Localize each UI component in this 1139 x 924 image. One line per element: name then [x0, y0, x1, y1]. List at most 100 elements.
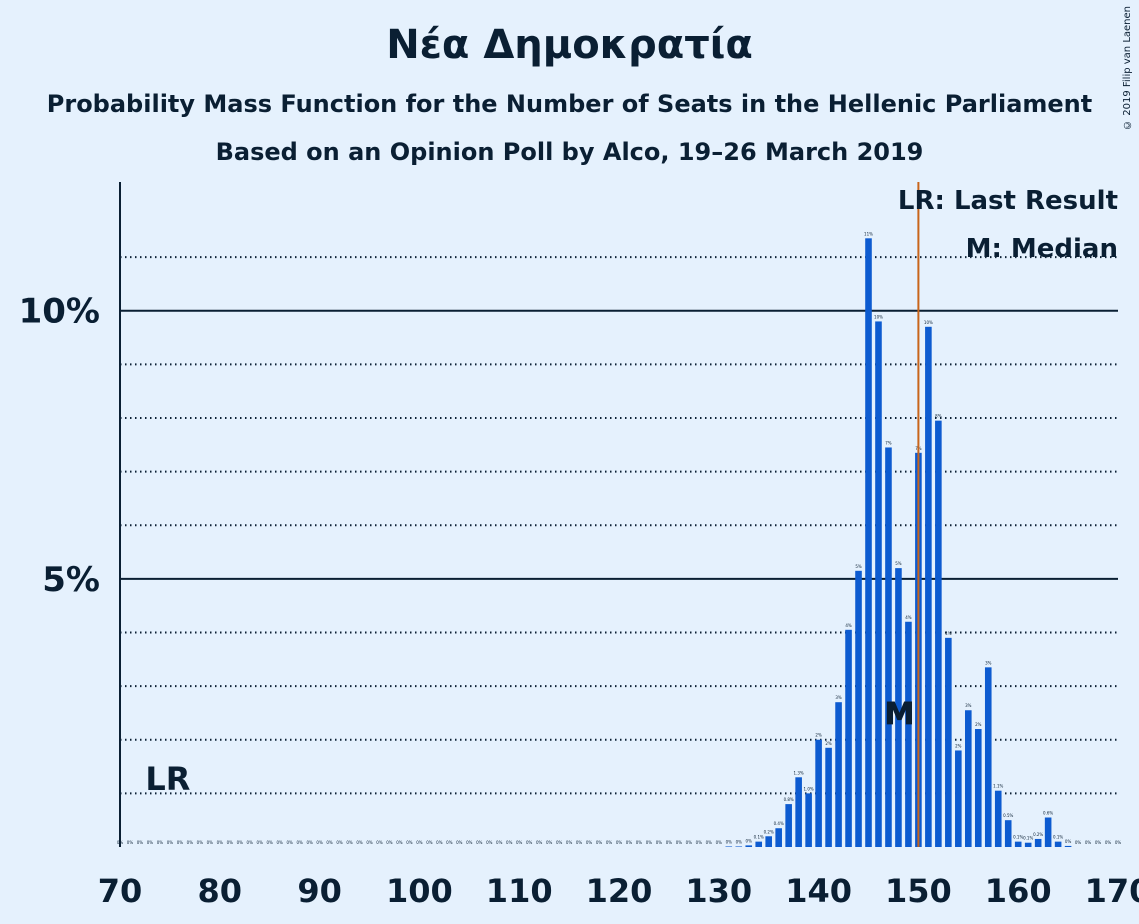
bar-value-label: 0%	[1095, 840, 1102, 845]
legend-last-result: LR: Last Result	[898, 186, 1118, 216]
bar-value-label: 0%	[376, 840, 383, 845]
bar-value-label: 10%	[924, 320, 933, 325]
bar-value-label: 0%	[496, 840, 503, 845]
x-tick-label: 70	[98, 872, 143, 910]
bar-value-label: 0%	[696, 840, 703, 845]
bar-value-label: 0%	[656, 840, 663, 845]
bar-value-label: 0%	[1065, 839, 1072, 844]
bar-value-label: 0%	[666, 840, 673, 845]
bar-value-label: 0%	[406, 840, 413, 845]
bar	[1024, 842, 1032, 847]
bar-value-label: 2%	[955, 743, 962, 748]
bar-value-label: 1.3%	[794, 770, 804, 775]
bar-value-label: 2%	[815, 733, 822, 738]
bar-value-label: 4%	[845, 623, 852, 628]
bar-value-label: 0.1%	[754, 835, 764, 840]
bar-value-label: 0%	[277, 840, 284, 845]
bar-value-label: 8%	[935, 414, 942, 419]
bar	[945, 637, 952, 847]
bar-value-label: 0.2%	[764, 829, 774, 834]
bar-series	[725, 238, 1072, 847]
bar	[875, 321, 882, 847]
bar	[935, 420, 942, 847]
bar-value-label: 1.0%	[804, 786, 814, 791]
bar	[1004, 820, 1012, 847]
bar-value-labels: 0% 0% 0% 0% 0% 0% 0% 0% 0% 0% 0% 0% 0% 0% 0% 0% 0% 0% 0% 0%…	[117, 231, 1122, 845]
bar-value-label: 0.8%	[784, 797, 794, 802]
bar-value-label: 0%	[296, 840, 303, 845]
bar-value-label: 0%	[356, 840, 363, 845]
bar-value-label: 0%	[646, 840, 653, 845]
bar	[1044, 817, 1052, 847]
bar-value-label: 0%	[336, 840, 343, 845]
bar-value-label: 0%	[137, 840, 144, 845]
bar-value-label: 3%	[965, 703, 972, 708]
gridlines	[120, 256, 1118, 795]
bar-value-label: 2%	[975, 722, 982, 727]
y-tick-label: 5%	[42, 560, 100, 600]
bar-value-label: 0%	[716, 840, 723, 845]
bar	[785, 804, 792, 847]
bar-value-label: 0%	[446, 840, 453, 845]
bar-value-label: 0%	[366, 840, 373, 845]
bar	[994, 790, 1002, 847]
bar-value-label: 0%	[286, 840, 293, 845]
bar-value-label: 0%	[686, 840, 693, 845]
chart-title: Νέα Δημοκρατία	[386, 22, 753, 68]
tick-labels: 70 80 90 100 110 120 130 140 150 160 170 5% 10%	[19, 292, 1139, 910]
bar-value-label: 5%	[895, 561, 902, 566]
bar-value-label: 0%	[746, 838, 753, 843]
bar-value-label: 0%	[1085, 840, 1092, 845]
bar-value-label: 0%	[516, 840, 523, 845]
bar-value-label: 0%	[436, 840, 443, 845]
bar-value-label: 0%	[306, 840, 313, 845]
bar-value-label: 0%	[267, 840, 274, 845]
bar	[745, 845, 753, 847]
bar-value-label: 0%	[546, 840, 553, 845]
bar	[845, 629, 852, 847]
bar-value-label: 0%	[526, 840, 533, 845]
x-tick-label: 170	[1085, 872, 1139, 910]
bar-value-label: 0%	[636, 840, 643, 845]
bar-value-label: 0.6%	[1043, 811, 1053, 816]
bar-value-label: 0%	[426, 840, 433, 845]
bar-value-label: 0%	[466, 840, 473, 845]
bar-value-label: 0%	[536, 840, 543, 845]
bar-value-label: 0%	[217, 840, 224, 845]
bar-value-label: 0%	[626, 840, 633, 845]
bar-value-label: 0%	[227, 840, 234, 845]
x-tick-label: 160	[985, 872, 1052, 910]
bar	[765, 836, 772, 847]
bar-value-label: 5%	[855, 564, 862, 569]
bar	[865, 238, 872, 847]
bar-value-label: 0%	[197, 840, 204, 845]
bar-value-label: 7%	[885, 440, 892, 445]
x-tick-label: 90	[297, 872, 342, 910]
x-tick-label: 120	[586, 872, 653, 910]
bar-value-label: 0%	[506, 840, 513, 845]
bar-value-label: 0%	[1105, 840, 1112, 845]
median-marker: M	[885, 697, 915, 732]
bar	[815, 739, 822, 847]
bar-value-label: 3%	[985, 660, 992, 665]
bar-value-label: 2%	[825, 741, 832, 746]
bar-value-label: 0%	[706, 840, 713, 845]
bar-value-label: 0%	[556, 840, 563, 845]
bar	[725, 846, 733, 847]
bar	[974, 729, 982, 847]
bar	[905, 621, 912, 847]
bar-value-label: 10%	[874, 314, 883, 319]
bar	[825, 747, 832, 847]
x-tick-label: 100	[386, 872, 453, 910]
bar-value-label: 0%	[486, 840, 493, 845]
bar-value-label: 0%	[326, 840, 333, 845]
bar-value-label: 0%	[237, 840, 244, 845]
bar	[805, 793, 812, 847]
bar-value-label: 3%	[835, 695, 842, 700]
bar	[965, 710, 972, 847]
bar-value-label: 0%	[386, 840, 393, 845]
x-tick-label: 150	[885, 872, 952, 910]
bar	[855, 570, 862, 847]
bar-value-label: 4%	[945, 631, 952, 636]
bar-value-label: 0%	[736, 839, 743, 844]
